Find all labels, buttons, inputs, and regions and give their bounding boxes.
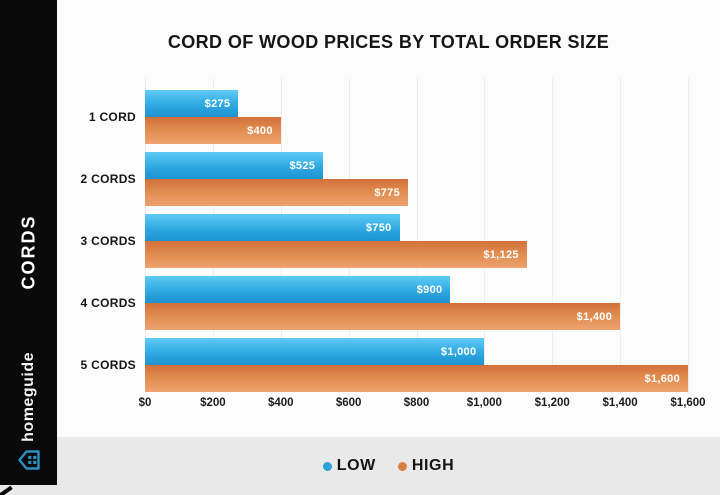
low-bar: $1,000 <box>145 338 485 365</box>
chart-title: CORD OF WOOD PRICES BY TOTAL ORDER SIZE <box>167 32 610 52</box>
bar-value-label: $775 <box>374 186 401 199</box>
bar-value-label: $1,600 <box>644 372 680 385</box>
bar-row: 2 CORDS $525 $775 <box>81 152 688 206</box>
gridline <box>620 78 622 394</box>
row-label: 5 CORDS <box>80 358 136 372</box>
bar-row: 3 CORDS $750 $1,125 <box>81 214 688 268</box>
high-bar: $1,400 <box>145 303 621 330</box>
bar-value-label: $1,000 <box>440 345 477 358</box>
legend-band: LOW HIGH <box>0 437 720 495</box>
low-bar: $900 <box>145 276 451 303</box>
x-tick-label: $800 <box>403 397 430 409</box>
bar-value-label: $750 <box>365 221 392 234</box>
bar-value-label: $275 <box>204 97 231 110</box>
bar-value-label: $1,400 <box>576 310 613 323</box>
x-tick-label: $1,600 <box>670 397 706 409</box>
x-tick-label: $400 <box>267 397 294 409</box>
bar-rows: 1 CORD $275 $400 2 CORDS $525 $775 3 CORDS $750… <box>81 90 688 392</box>
house-icon <box>16 447 42 478</box>
low-bar: $750 <box>145 214 400 241</box>
brand-name: homeguide <box>19 352 37 442</box>
legend-label: HIGH <box>411 457 455 474</box>
high-bar: $400 <box>145 117 281 144</box>
gridline <box>552 78 554 394</box>
row-label: 4 CORDS <box>80 296 136 310</box>
sidebar-category-label: CORDS <box>18 214 38 290</box>
bar-value-label: $400 <box>247 124 273 137</box>
gridline <box>484 78 486 394</box>
low-bar: $275 <box>145 90 239 117</box>
bar-value-label: $1,125 <box>483 248 519 261</box>
legend-item: HIGH <box>397 457 455 475</box>
plot-area: 1 CORD $275 $400 2 CORDS $525 $775 3 CORDS $750… <box>81 78 706 409</box>
x-tick-label: $0 <box>138 397 152 409</box>
x-tick-label: $1,200 <box>534 397 570 409</box>
x-tick-label: $1,400 <box>602 397 638 409</box>
gridline <box>416 78 418 394</box>
high-bar: $775 <box>145 179 409 206</box>
legend-label: LOW <box>336 457 376 474</box>
sidebar: CORDS homeguide <box>0 0 57 485</box>
high-bar: $1,600 <box>145 365 688 392</box>
bar-value-label: $525 <box>289 159 316 172</box>
bar-value-label: $900 <box>416 283 443 296</box>
low-bar: $525 <box>145 152 324 179</box>
brand-logo: homeguide <box>0 352 57 478</box>
row-label: 1 CORD <box>88 110 136 124</box>
bar-row: 1 CORD $275 $400 <box>89 90 688 144</box>
legend-dot-icon <box>397 461 407 471</box>
x-tick-label: $200 <box>200 397 226 409</box>
bar-row: 5 CORDS $1,000 $1,600 <box>81 338 688 392</box>
legend: LOW HIGH <box>57 437 720 495</box>
row-label: 2 CORDS <box>80 172 136 186</box>
bar-row: 4 CORDS $900 $1,400 <box>81 276 688 330</box>
x-axis: $0 $200 $400 $600 $800 $1,000 $1,200 $1,400 $1,6… <box>139 392 706 412</box>
gridline <box>688 78 689 394</box>
row-label: 3 CORDS <box>80 234 136 248</box>
high-bar: $1,125 <box>145 241 527 268</box>
legend-dot-icon <box>322 461 332 471</box>
x-tick-label: $1,000 <box>466 397 502 409</box>
chart-region: CORD OF WOOD PRICES BY TOTAL ORDER SIZE … <box>57 0 720 437</box>
legend-item: LOW <box>322 457 376 475</box>
x-tick-label: $600 <box>335 397 362 409</box>
